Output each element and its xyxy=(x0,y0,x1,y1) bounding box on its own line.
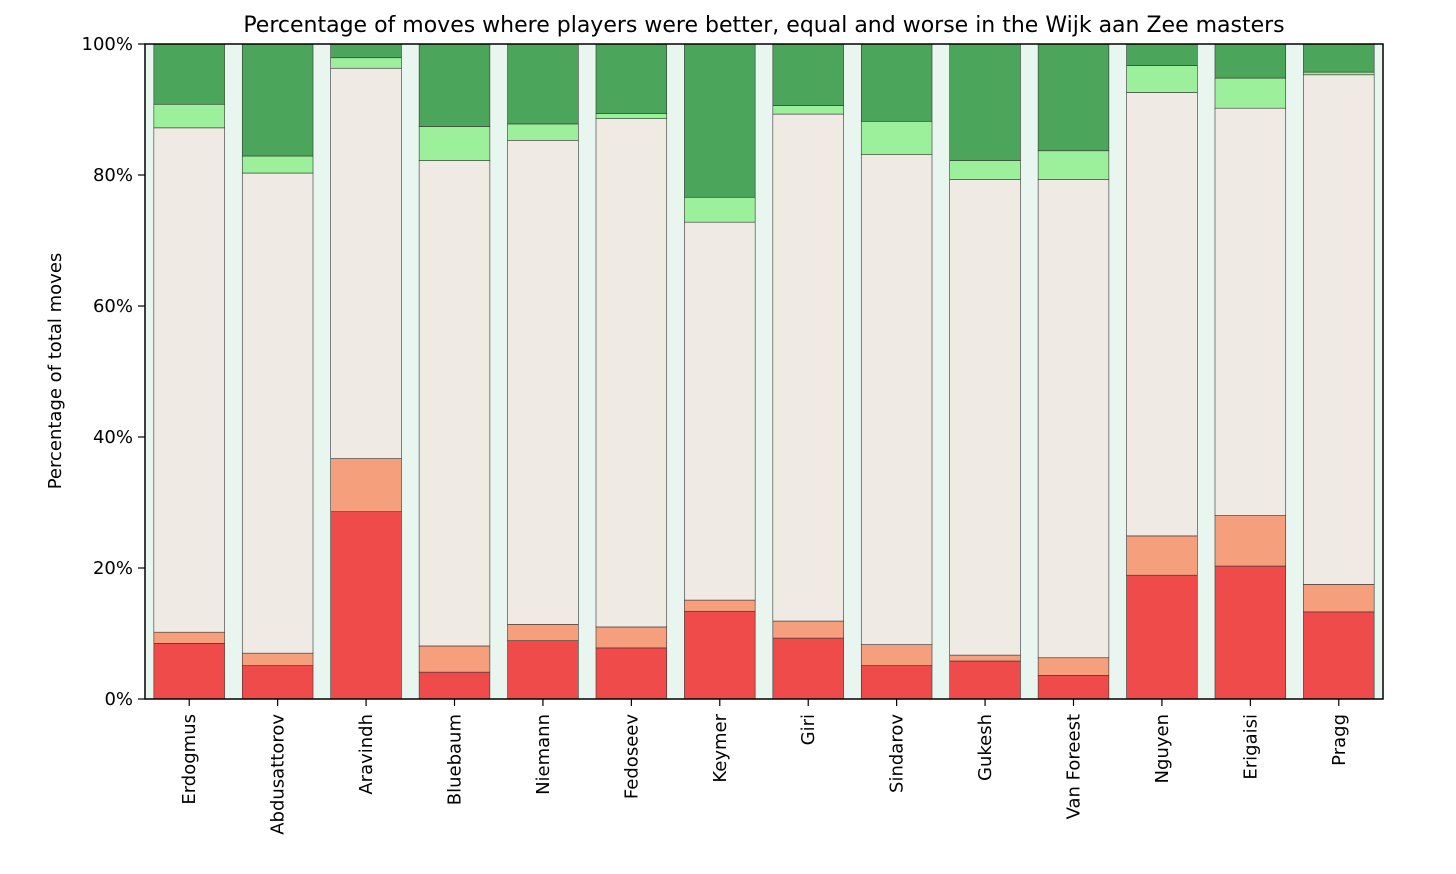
y-tick-label: 20% xyxy=(93,558,133,579)
bar-segment-much-worse-keymer xyxy=(684,610,756,700)
bar-segment-equal-nguyen xyxy=(1126,92,1198,537)
x-tick-label: Pragg xyxy=(1329,714,1350,766)
bar-segment-worse-erdogmus xyxy=(153,631,225,644)
bar-segment-much-worse-van-foreest xyxy=(1037,675,1110,700)
bar-segment-much-better-erdogmus xyxy=(153,43,225,105)
bar-segment-much-worse-nguyen xyxy=(1126,574,1198,700)
bar-segment-much-better-van-foreest xyxy=(1037,43,1110,152)
y-axis-label: Percentage of total moves xyxy=(45,253,66,490)
bar-segment-equal-bluebaum xyxy=(418,160,491,647)
bar-segment-much-worse-aravindh xyxy=(330,511,402,700)
bar-segment-worse-fedoseev xyxy=(595,626,668,649)
plot-frame xyxy=(144,43,1384,700)
bar-segment-much-worse-abdusattorov xyxy=(241,665,314,700)
chart-title: Percentage of moves where players were b… xyxy=(243,13,1284,38)
bar-segment-much-better-giri xyxy=(772,43,844,106)
x-tick-label: Sindarov xyxy=(887,714,908,793)
bar-segment-worse-erigaisi xyxy=(1214,515,1287,567)
bar-segment-much-better-keymer xyxy=(684,43,756,198)
bar-segment-worse-sindarov xyxy=(860,644,933,666)
bar-segment-better-sindarov xyxy=(860,120,933,155)
bar-segment-much-worse-fedoseev xyxy=(595,647,668,700)
x-tick-label: Abdusattorov xyxy=(268,714,289,835)
bar-segment-equal-van-foreest xyxy=(1037,179,1110,659)
bar-segment-worse-abdusattorov xyxy=(241,652,314,666)
bar-segment-better-bluebaum xyxy=(418,126,491,161)
bar-segment-much-better-abdusattorov xyxy=(241,43,314,157)
bar-segment-better-van-foreest xyxy=(1037,150,1110,180)
bar-segment-much-worse-erdogmus xyxy=(153,643,225,700)
bar-segment-much-worse-erigaisi xyxy=(1214,565,1287,700)
y-axis: 0% 20% 40% 60% 80% 100% xyxy=(82,34,145,710)
x-tick-label: Fedoseev xyxy=(621,714,642,799)
bar-segment-worse-bluebaum xyxy=(418,645,491,673)
bar-segment-much-better-niemann xyxy=(507,43,579,125)
bar-segment-much-better-pragg xyxy=(1303,43,1375,73)
bar-segment-better-fedoseev xyxy=(595,113,668,119)
bar-segment-equal-erdogmus xyxy=(153,127,225,633)
x-tick-label: Van Foreest xyxy=(1064,714,1085,819)
bar-segment-equal-erigaisi xyxy=(1214,107,1287,516)
y-tick-label: 100% xyxy=(82,34,133,55)
bar-segment-equal-keymer xyxy=(684,221,756,601)
bar-segment-worse-giri xyxy=(772,620,844,639)
bar-segment-better-gukesh xyxy=(949,160,1021,180)
x-tick-label: Bluebaum xyxy=(445,714,466,805)
bar-group xyxy=(153,43,1375,700)
bar-segment-worse-niemann xyxy=(507,624,579,642)
bar-segment-better-abdusattorov xyxy=(241,155,314,174)
bar-segment-better-nguyen xyxy=(1126,65,1198,93)
bar-segment-much-better-erigaisi xyxy=(1214,43,1287,79)
bar-segment-much-worse-niemann xyxy=(507,640,579,700)
x-tick-label: Giri xyxy=(798,714,819,745)
y-tick-label: 80% xyxy=(93,165,133,186)
bar-segment-better-niemann xyxy=(507,123,579,141)
bar-segment-equal-sindarov xyxy=(860,154,933,645)
bar-segment-better-erdogmus xyxy=(153,103,225,129)
bar-segment-better-pragg xyxy=(1303,71,1375,76)
bar-segment-much-worse-giri xyxy=(772,637,844,700)
y-tick-label: 0% xyxy=(104,689,133,710)
bar-segment-much-worse-sindarov xyxy=(860,665,933,700)
bar-segment-much-worse-pragg xyxy=(1303,611,1375,700)
bar-segment-equal-abdusattorov xyxy=(241,172,314,654)
y-tick-label: 40% xyxy=(93,427,133,448)
bar-segment-worse-aravindh xyxy=(330,458,402,512)
x-tick-label: Erigaisi xyxy=(1240,714,1261,780)
bar-segment-equal-gukesh xyxy=(949,179,1021,656)
bar-segment-worse-van-foreest xyxy=(1037,657,1110,676)
bar-segment-worse-gukesh xyxy=(949,654,1021,662)
bar-segment-much-better-sindarov xyxy=(860,43,933,122)
bar-segment-equal-pragg xyxy=(1303,74,1375,585)
bar-segment-worse-keymer xyxy=(684,599,756,612)
x-tick-label: Keymer xyxy=(710,713,731,782)
bar-segment-much-worse-bluebaum xyxy=(418,671,491,700)
bar-segment-better-erigaisi xyxy=(1214,77,1287,109)
bar-segment-better-keymer xyxy=(684,196,756,223)
bar-segment-equal-aravindh xyxy=(330,67,402,459)
x-tick-label: Niemann xyxy=(533,714,554,795)
bar-segment-much-better-aravindh xyxy=(330,43,402,59)
y-tick-label: 60% xyxy=(93,296,133,317)
x-axis: Erdogmus Abdusattorov Aravindh Bluebaum Niem… xyxy=(179,699,1350,835)
bar-segment-better-aravindh xyxy=(330,57,402,69)
bar-segment-much-better-gukesh xyxy=(949,43,1021,161)
bar-segment-much-better-bluebaum xyxy=(418,43,491,127)
bar-segment-better-giri xyxy=(772,105,844,115)
bar-segment-equal-giri xyxy=(772,113,844,622)
x-tick-label: Aravindh xyxy=(356,714,377,795)
bar-segment-much-worse-gukesh xyxy=(949,660,1021,700)
bar-segment-equal-fedoseev xyxy=(595,118,668,628)
x-tick-label: Gukesh xyxy=(975,714,996,781)
bar-segment-worse-nguyen xyxy=(1126,535,1198,576)
bar-segment-equal-niemann xyxy=(507,139,579,625)
x-tick-label: Erdogmus xyxy=(179,714,200,805)
bar-segment-worse-pragg xyxy=(1303,584,1375,613)
x-tick-label: Nguyen xyxy=(1152,714,1173,783)
bar-segment-much-better-fedoseev xyxy=(595,43,668,114)
bar-segment-much-better-nguyen xyxy=(1126,43,1198,66)
